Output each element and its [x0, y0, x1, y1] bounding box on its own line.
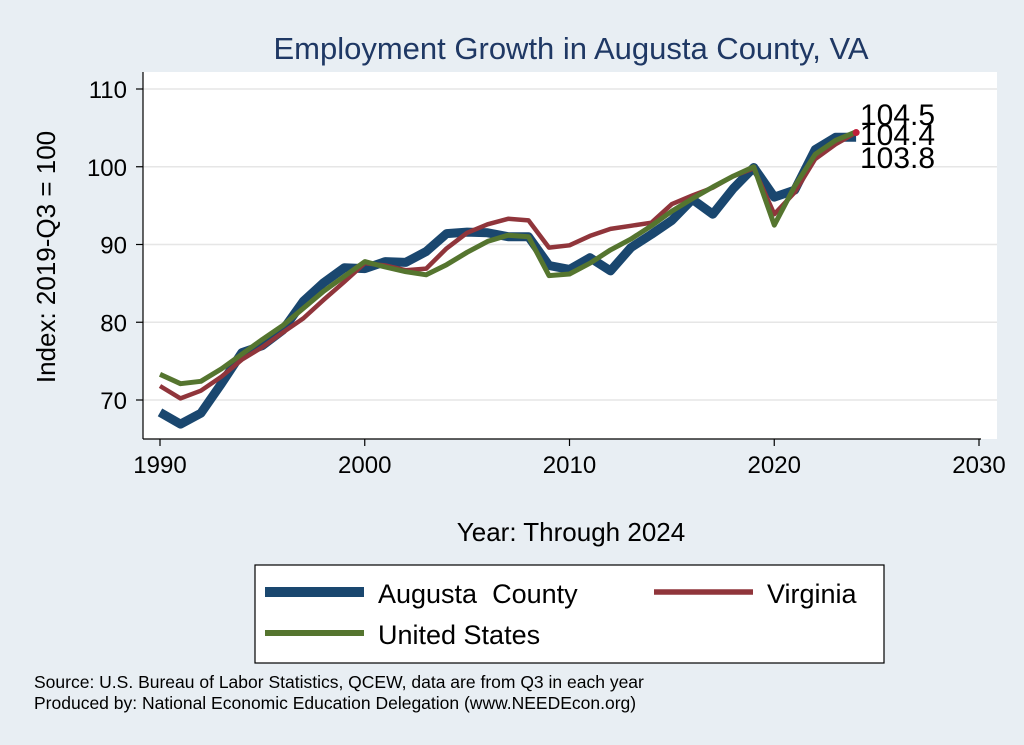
legend-box	[254, 564, 885, 664]
end-label-virginia: 104.4	[860, 119, 935, 152]
legend: Augusta County Virginia United States	[254, 564, 885, 664]
virginia-end-marker	[852, 129, 860, 137]
x-axis-ticks: 1990 2000 2010 2020 2030	[133, 439, 1006, 479]
x-tick-label-1990: 1990	[133, 452, 186, 479]
series-lines	[157, 129, 860, 429]
x-tick-label-2020: 2020	[748, 452, 801, 479]
x-axis-label: Year: Through 2024	[457, 517, 685, 547]
legend-keys	[265, 587, 753, 636]
y-tick-label-110: 110	[89, 77, 127, 104]
y-tick-label-80: 80	[100, 310, 127, 337]
source-note: Source: U.S. Bureau of Labor Statistics,…	[34, 672, 644, 692]
y-tick-label-70: 70	[100, 388, 127, 415]
series-line-united-states	[158, 129, 858, 387]
x-tick-label-2010: 2010	[543, 452, 596, 479]
legend-label-united-states: United States	[378, 620, 540, 650]
legend-label-augusta: Augusta County	[378, 579, 578, 609]
chart-title: Employment Growth in Augusta County, VA	[273, 31, 868, 66]
end-label-united-states: 104.5	[860, 99, 935, 132]
y-tick-label-90: 90	[100, 233, 127, 260]
y-axis-ticks: 70 80 90 100 110	[87, 77, 143, 415]
end-label-augusta-county: 103.8	[860, 142, 935, 175]
y-tick-label-100: 100	[87, 155, 127, 182]
x-tick-label-2030: 2030	[952, 452, 1005, 479]
legend-label-virginia: Virginia	[767, 579, 858, 609]
x-tick-label-2000: 2000	[338, 452, 391, 479]
y-axis-label: Index: 2019-Q3 = 100	[31, 131, 61, 383]
producer-note: Produced by: National Economic Education…	[34, 693, 636, 713]
